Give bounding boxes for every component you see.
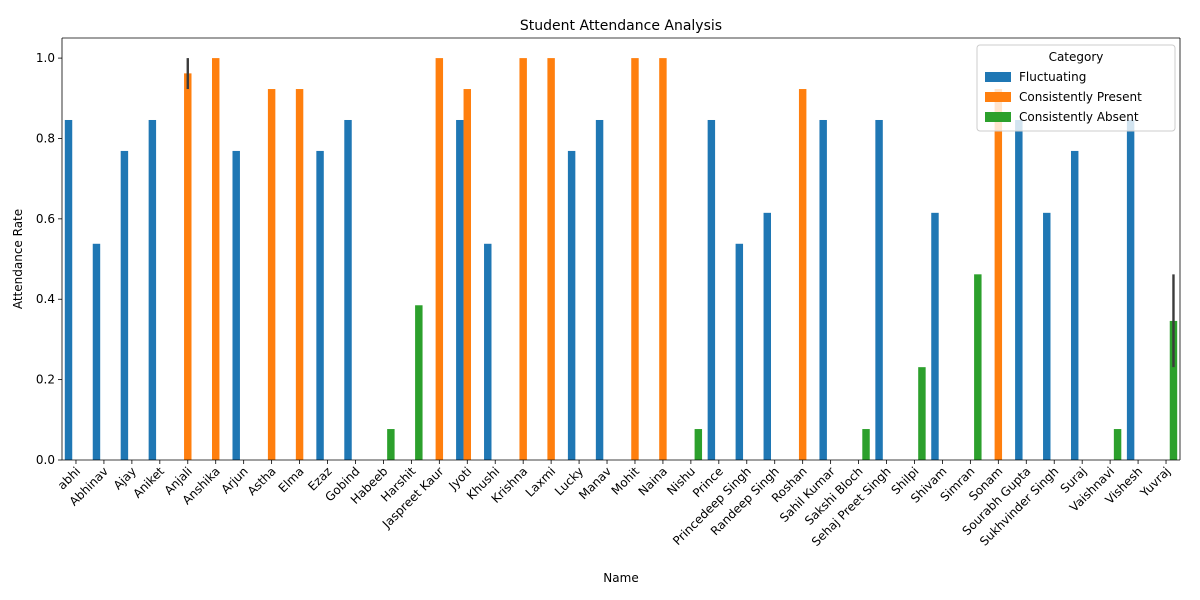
legend: Category Fluctuating Consistently Present C…	[976, 44, 1176, 132]
bar-sukhvinder-singh-fluctuating	[1043, 212, 1051, 460]
bar-sourabh-gupta-fluctuating	[1015, 119, 1023, 461]
bar-anshika-consistently-present	[212, 58, 220, 460]
bar-yuvraj-consistently-absent	[1169, 320, 1178, 460]
bar-prince-fluctuating	[707, 119, 716, 461]
bar-gobind-fluctuating	[344, 119, 352, 461]
bar-elma-consistently-present	[295, 89, 304, 460]
bar-suraj-fluctuating	[1070, 150, 1079, 460]
bar-khushi-fluctuating	[484, 243, 492, 460]
bar-ajay-fluctuating	[120, 150, 129, 460]
bar-vishesh-fluctuating	[1126, 119, 1135, 461]
bar-shivam-fluctuating	[931, 212, 939, 460]
legend-swatch	[985, 72, 1011, 82]
y-tick-label: 0.4	[36, 292, 55, 306]
y-tick-label: 1.0	[36, 51, 55, 65]
bar-simran-consistently-absent	[974, 274, 982, 460]
bar-manav-fluctuating	[595, 119, 604, 461]
bar-sahil-kumar-fluctuating	[819, 119, 827, 461]
bar-laxmi-consistently-present	[547, 58, 555, 460]
chart-title: Student Attendance Analysis	[520, 18, 722, 34]
legend-swatch	[985, 112, 1011, 122]
x-tick-label: Aniket	[130, 464, 167, 501]
x-tick-label: Laxmi	[523, 464, 558, 499]
bar-aniket-fluctuating	[148, 119, 157, 461]
bar-jyoti-consistently-present	[463, 89, 471, 460]
bar-ezaz-fluctuating	[316, 150, 324, 460]
bar-shilpi-consistently-absent	[918, 367, 926, 460]
legend-label: Fluctuating	[1019, 70, 1086, 84]
x-tick-label: Astha	[245, 464, 279, 498]
bar-abhinav-fluctuating	[92, 243, 101, 460]
bar-roshan-consistently-present	[798, 89, 807, 460]
bar-jyoti-fluctuating	[456, 119, 464, 461]
bar-harshit-consistently-absent	[415, 305, 423, 460]
bar-krishna-consistently-present	[519, 58, 527, 460]
bar-sehaj-preet-singh-fluctuating	[875, 119, 883, 461]
bar-astha-consistently-present	[267, 89, 276, 460]
y-tick-label: 0.8	[36, 131, 55, 145]
bar-sakshi-bloch-consistently-absent	[862, 429, 870, 460]
legend-title: Category	[1049, 50, 1104, 64]
bar-vaishnavi-consistently-absent	[1113, 429, 1122, 460]
bar-princedeep-singh-fluctuating	[735, 243, 744, 460]
bar-naina-consistently-present	[659, 58, 667, 460]
x-tick-label: Arjun	[218, 464, 250, 496]
bar-habeeb-consistently-absent	[387, 429, 395, 460]
bar-nishu-consistently-absent	[694, 429, 703, 460]
bar-abhi-fluctuating	[64, 119, 73, 461]
y-tick-label: 0.6	[36, 212, 55, 226]
x-tick-label: Naina	[636, 464, 670, 498]
bar-mohit-consistently-present	[631, 58, 639, 460]
x-tick-label: Elma	[276, 464, 307, 495]
bar-jaspreet-kaur-consistently-present	[435, 58, 444, 460]
x-tick-label: Yuvraj	[1137, 464, 1173, 500]
bar-lucky-fluctuating	[567, 150, 576, 460]
bar-arjun-fluctuating	[232, 150, 240, 460]
legend-label: Consistently Present	[1019, 90, 1142, 104]
x-tick-label: Mohit	[609, 464, 643, 498]
y-axis-title: Attendance Rate	[11, 209, 25, 309]
legend-swatch	[985, 92, 1011, 102]
legend-box	[976, 44, 1176, 132]
legend-label: Consistently Absent	[1019, 110, 1139, 124]
y-tick-label: 0.2	[36, 373, 55, 387]
bar-randeep-singh-fluctuating	[763, 212, 771, 460]
bar-anjali-consistently-present	[184, 73, 192, 461]
bar-sonam-consistently-present	[994, 89, 1003, 460]
y-tick-label: 0.0	[36, 453, 55, 467]
x-axis-title: Name	[603, 571, 638, 585]
